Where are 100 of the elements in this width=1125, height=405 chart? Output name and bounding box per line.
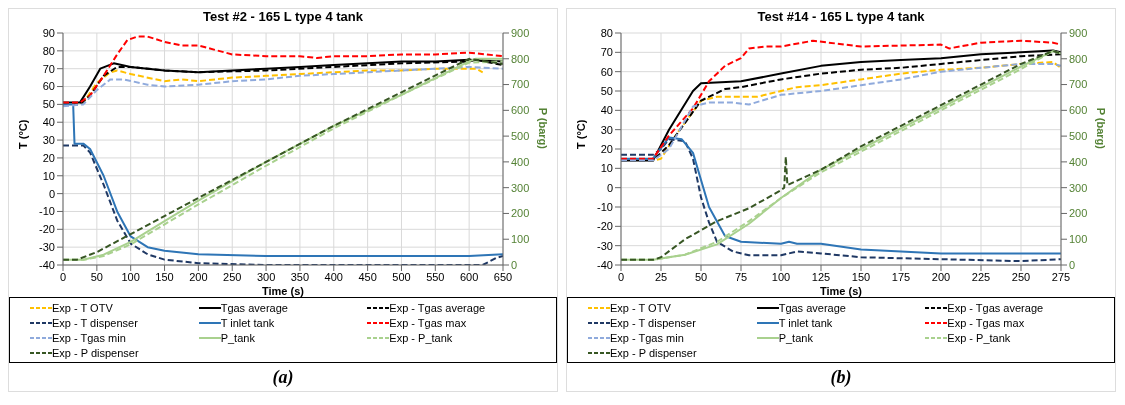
legend-label: P_tank [220,331,255,344]
y-tick-label: 70 [600,46,613,59]
legend-label: Exp - Tgas average [389,301,486,314]
legend-label: Exp - T OTV [610,301,671,314]
y-tick-label: -30 [597,239,613,252]
y2-tick-label: 800 [511,52,530,65]
y-tick-label: 10 [42,169,55,182]
y2-tick-label: 800 [1069,52,1088,65]
y2-tick-label: 900 [511,26,530,39]
y-tick-label: -20 [597,220,613,233]
y-tick-label: 30 [600,123,613,136]
y-tick-label: 80 [600,26,613,39]
y2-tick-label: 100 [1069,233,1088,246]
y-tick-label: 80 [42,44,55,57]
x-tick-label: 450 [358,270,377,283]
y-axis-title: T (°C) [16,119,29,149]
y-tick-label: 0 [48,187,55,200]
y-tick-label: 20 [600,142,613,155]
y-tick-label: 60 [600,65,613,78]
y-axis-title: T (°C) [574,119,587,149]
x-tick-label: 600 [459,270,479,283]
y-tick-label: 40 [42,116,55,129]
legend-label: Exp - Tgas min [610,331,684,344]
x-tick-label: 350 [290,270,310,283]
y2-tick-label: 300 [1069,181,1088,194]
y-tick-label: -30 [39,241,55,254]
legend-label: Exp - P dispenser [52,346,139,359]
legend-label: T inlet tank [220,316,275,329]
y2-tick-label: 0 [511,258,518,271]
x-tick-label: 50 [694,270,708,283]
legend-label: Exp - P_tank [947,331,1011,344]
legend-label: Exp - Tgas min [52,331,126,344]
y2-axis-title: P (barg) [1095,107,1108,150]
x-tick-label: 100 [771,270,791,283]
x-tick-label: 150 [851,270,871,283]
x-tick-label: 175 [891,270,911,283]
legend-label: Exp - Tgas max [947,316,1025,329]
x-tick-label: 0 [59,270,67,283]
legend-label: Tgas average [778,301,846,314]
x-tick-label: 200 [931,270,951,283]
y2-tick-label: 200 [511,207,530,220]
legend-label: Exp - P dispenser [610,346,697,359]
y-tick-label: -10 [39,205,55,218]
chart-title: Test #14 - 165 L type 4 tank [756,9,926,26]
y-tick-label: 40 [600,104,613,117]
x-tick-label: 150 [155,270,174,283]
y-tick-label: 50 [600,84,613,97]
x-tick-label: 100 [121,270,140,283]
y-tick-label: 10 [600,162,613,175]
y2-tick-label: 0 [1069,258,1076,271]
x-tick-label: 550 [426,270,445,283]
x-tick-label: 125 [811,270,831,283]
legend-label: P_tank [778,331,813,344]
x-tick-label: 400 [324,270,343,283]
text: (b) [829,367,853,389]
x-axis-title: Time (s) [820,285,863,297]
y2-tick-label: 400 [511,155,530,168]
y-tick-label: -40 [597,258,613,271]
legend-label: Exp - T dispenser [52,316,138,329]
x-tick-label: 200 [189,270,208,283]
legend-label: Exp - T OTV [52,301,113,314]
legend-label: Tgas average [220,301,288,314]
chart-title: Test #2 - 165 L type 4 tank [202,9,364,26]
y-tick-label: -40 [39,258,55,271]
x-tick-label: 50 [90,270,103,283]
x-tick-label: 300 [256,270,276,283]
y2-tick-label: 700 [1069,78,1088,91]
x-axis-title: Time (s) [262,285,305,297]
y2-tick-label: 500 [511,130,530,143]
y-tick-label: 0 [606,181,613,194]
legend-label: Exp - Tgas average [947,301,1044,314]
x-tick-label: 75 [734,270,748,283]
y-tick-label: 90 [42,26,55,39]
legend-label: Exp - T dispenser [610,316,696,329]
x-tick-label: 250 [1011,270,1031,283]
x-tick-label: 275 [1051,270,1071,283]
y2-tick-label: 300 [511,181,530,194]
y-tick-label: 30 [42,133,55,146]
x-tick-label: 0 [617,270,625,283]
legend-label: T inlet tank [778,316,833,329]
y2-tick-label: 400 [1069,155,1088,168]
y2-tick-label: 600 [511,104,530,117]
legend-label: Exp - Tgas max [389,316,467,329]
y2-tick-label: 700 [511,78,530,91]
x-tick-label: 650 [493,270,513,283]
x-tick-label: 25 [654,270,668,283]
y2-axis-title: P (barg) [537,107,550,150]
y-tick-label: 50 [42,98,55,111]
y-tick-label: -20 [39,223,55,236]
line-series [63,103,503,258]
y2-tick-label: 200 [1069,207,1088,220]
y-tick-label: 20 [42,151,55,164]
x-tick-label: 250 [223,270,242,283]
y-tick-label: 70 [42,62,55,75]
legend-label: Exp - P_tank [389,331,453,344]
y-tick-label: 60 [42,80,55,93]
text: (a) [271,367,295,389]
y2-tick-label: 600 [1069,104,1088,117]
y-tick-label: -10 [597,200,613,213]
y2-tick-label: 500 [1069,130,1088,143]
